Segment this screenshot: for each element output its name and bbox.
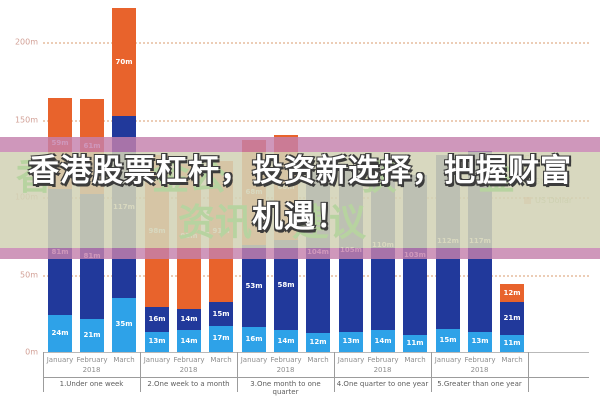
overlay-stripe-bottom xyxy=(0,248,600,259)
bar-value-label: 12m xyxy=(309,338,327,347)
bar-value-label: 21m xyxy=(83,331,101,340)
bar-value-label: 13m xyxy=(471,337,489,346)
year-label: 2018 xyxy=(179,366,198,374)
group-divider xyxy=(431,352,432,392)
year-label: 2018 xyxy=(276,366,295,374)
bar-value-label: 15m xyxy=(439,335,457,344)
group-divider xyxy=(43,352,44,392)
y-tick-label: 0m xyxy=(25,347,38,357)
y-tick-label: 150m xyxy=(14,115,38,124)
group-label: 4.One quarter to one year xyxy=(336,380,429,388)
watermark-text-fragment: 金公 xyxy=(152,155,226,198)
month-label: February xyxy=(270,356,302,364)
month-label: January xyxy=(337,356,365,364)
light-blue-segment: 13m xyxy=(468,331,492,352)
year-label: 2018 xyxy=(82,366,101,374)
light-blue-segment: 14m xyxy=(177,330,201,352)
bar-value-label: 21m xyxy=(503,314,521,323)
group-label: 2.One week to a month xyxy=(147,380,230,388)
month-label: March xyxy=(501,356,523,364)
month-label: January xyxy=(434,356,462,364)
bar-value-label: 14m xyxy=(180,314,198,323)
month-label: February xyxy=(76,356,108,364)
y-tick-label: 200m xyxy=(14,37,38,47)
overlay-band xyxy=(0,152,600,248)
light-blue-segment: 24m xyxy=(48,314,72,352)
light-blue-segment: 15m xyxy=(436,328,460,352)
watermark-text-fragment: 获 xyxy=(360,155,397,198)
light-blue-segment: 13m xyxy=(339,331,363,352)
headline-line1: 香港股票杠杆，投资新选择，把握财富 xyxy=(28,153,572,189)
overlay-stripe-top xyxy=(0,137,600,152)
light-blue-segment: 14m xyxy=(371,330,395,352)
bar-value-label: 35m xyxy=(115,320,133,329)
light-blue-segment: 21m xyxy=(80,319,104,352)
bar-value-label: 15m xyxy=(212,309,230,318)
month-label: March xyxy=(404,356,426,364)
light-blue-segment: 13m xyxy=(145,331,169,352)
bar-value-label: 14m xyxy=(277,336,295,345)
group-divider xyxy=(237,352,238,392)
dark-blue-segment: 16m xyxy=(145,307,169,332)
month-label: March xyxy=(307,356,329,364)
month-label: March xyxy=(210,356,232,364)
y-tick-label: 50m xyxy=(20,270,38,279)
gridline xyxy=(43,42,589,44)
bar-value-label: 16m xyxy=(148,314,166,323)
x-axis-line xyxy=(43,352,589,353)
group-divider xyxy=(334,352,335,392)
month-label: January xyxy=(240,356,268,364)
light-blue-segment: 11m xyxy=(500,334,524,352)
bar-value-label: 17m xyxy=(212,334,230,343)
bar-value-label: 24m xyxy=(51,328,69,337)
orange-segment: 70m xyxy=(112,7,136,117)
light-blue-segment: 12m xyxy=(306,333,330,352)
dark-blue-segment: 21m xyxy=(500,302,524,335)
dark-blue-segment: 15m xyxy=(209,302,233,326)
bar-value-label: 53m xyxy=(245,281,263,290)
month-label: February xyxy=(464,356,496,364)
light-blue-segment: 17m xyxy=(209,325,233,352)
headline-line2: 机遇！ xyxy=(252,199,348,235)
bar-value-label: 16m xyxy=(245,335,263,344)
group-label: 5.Greater than one year xyxy=(437,380,522,388)
month-label: February xyxy=(173,356,205,364)
bar-value-label: 12m xyxy=(503,288,521,297)
bar-value-label: 14m xyxy=(180,336,198,345)
bar-value-label: 13m xyxy=(342,337,360,346)
bar-value-label: 13m xyxy=(148,337,166,346)
year-label: 2018 xyxy=(470,366,489,374)
gridline xyxy=(43,119,589,122)
light-blue-segment: 16m xyxy=(242,327,266,352)
orange-segment: 12m xyxy=(500,283,524,303)
month-label: January xyxy=(143,356,171,364)
group-divider xyxy=(528,352,529,392)
bar-value-label: 58m xyxy=(277,280,295,289)
stacked-bar: 12m 21m 11m xyxy=(500,283,524,352)
light-blue-segment: 35m xyxy=(112,297,136,352)
dark-blue-segment: 14m xyxy=(177,308,201,331)
bar-value-label: 11m xyxy=(406,338,424,347)
light-blue-segment: 14m xyxy=(274,330,298,352)
group-divider xyxy=(140,352,141,392)
bar-value-label: 14m xyxy=(374,336,392,345)
group-label: 1.Under one week xyxy=(59,380,124,388)
group-label: 3.One month to one quarter xyxy=(250,380,321,396)
month-label: January xyxy=(46,356,74,364)
watermark-text-fragment: 香 xyxy=(16,155,53,198)
month-label: February xyxy=(367,356,399,364)
watermark-text-fragment: 资讯 xyxy=(178,201,252,244)
watermark-text-fragment: 金 xyxy=(478,155,515,198)
bar-value-label: 11m xyxy=(503,338,521,347)
month-label: March xyxy=(113,356,135,364)
bar-value-label: 70m xyxy=(115,57,133,66)
watermark-text-fragment: 建议 xyxy=(292,201,366,244)
axis-tier-line xyxy=(43,377,589,378)
light-blue-segment: 11m xyxy=(403,334,427,352)
year-label: 2018 xyxy=(373,366,392,374)
